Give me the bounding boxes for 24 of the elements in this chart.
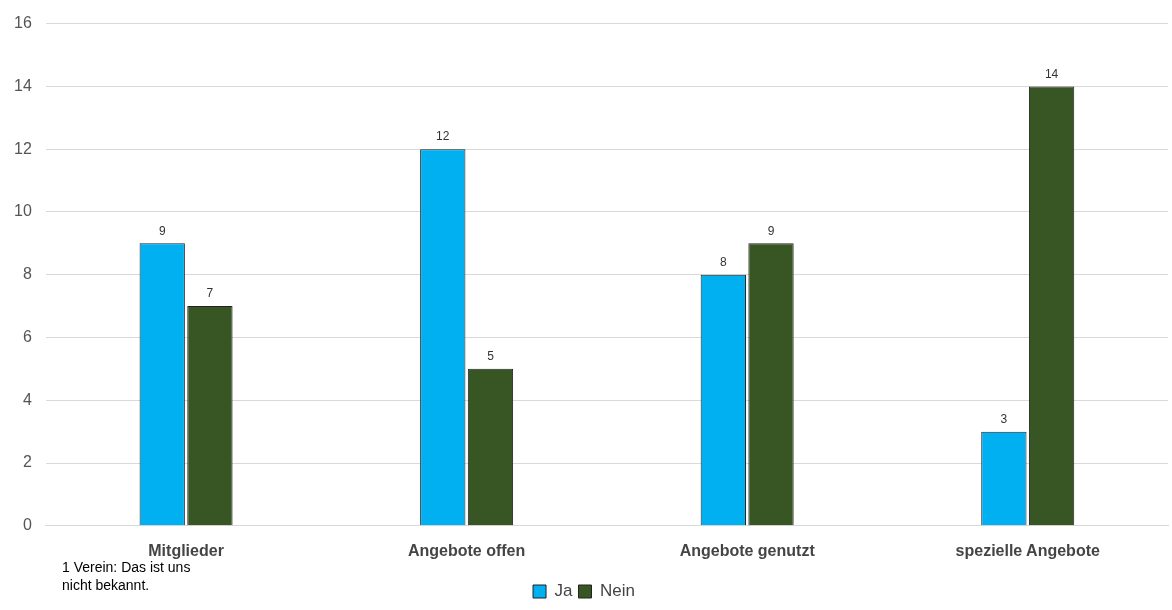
y-tick-label: 6 xyxy=(22,327,32,345)
y-tick-label: 0 xyxy=(22,516,32,534)
y-tick-label: 2 xyxy=(22,453,32,471)
data-label: 12 xyxy=(436,129,450,144)
data-label: 9 xyxy=(158,223,166,238)
legend-label: Ja xyxy=(554,581,574,601)
data-label: 3 xyxy=(1000,411,1008,426)
y-tick-label: 4 xyxy=(22,390,32,408)
y-tick-label: 14 xyxy=(14,76,32,94)
data-label: 14 xyxy=(1044,66,1059,81)
x-tick-label: spezielle Angebote xyxy=(955,541,1100,559)
data-label: 9 xyxy=(767,223,775,238)
y-tick-label: 12 xyxy=(14,139,32,157)
data-label: 5 xyxy=(487,349,495,364)
legend-label: Nein xyxy=(600,581,635,601)
text: 1 Verein: Das ist uns nicht bekannt. xyxy=(62,559,192,594)
y-tick-label: 16 xyxy=(14,14,32,32)
y-tick-label: 10 xyxy=(14,202,32,220)
data-label: 8 xyxy=(719,255,727,270)
x-tick-label: Angebote offen xyxy=(407,541,526,559)
data-label: 7 xyxy=(206,286,214,301)
x-tick-label: Angebote genutzt xyxy=(679,541,816,559)
x-tick-label: Mitglieder xyxy=(148,541,224,559)
y-tick-label: 8 xyxy=(22,265,32,283)
